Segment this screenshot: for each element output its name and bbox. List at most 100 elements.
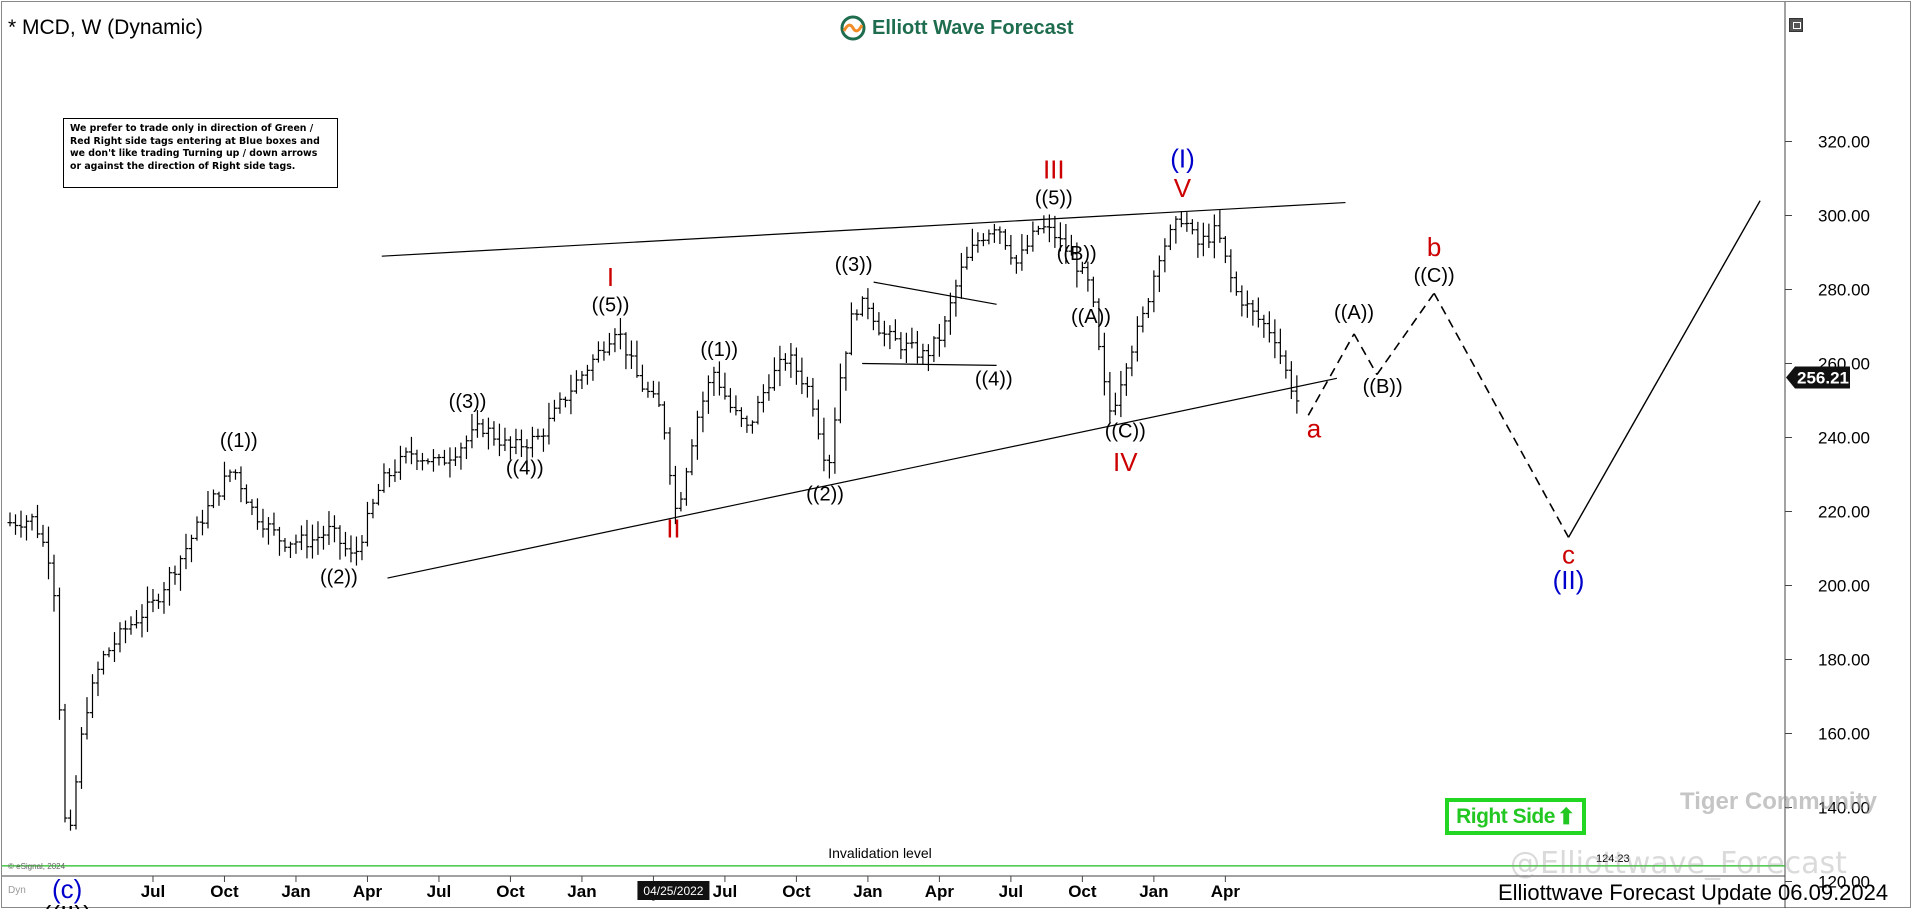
ohlc-bar (661, 401, 667, 440)
ohlc-bar (997, 226, 1003, 244)
ohlc-bar (524, 439, 530, 462)
ohlc-bar (238, 466, 244, 503)
ohlc-bar (56, 587, 62, 720)
ohlc-bar (733, 395, 739, 416)
y-tick-label: 180.00 (1818, 651, 1870, 670)
wave-label: III (1043, 155, 1065, 185)
x-tick-label: Jan (1139, 882, 1168, 901)
ohlc-bar (1019, 234, 1025, 271)
ohlc-bar (1090, 276, 1096, 308)
brand-globe-icon (840, 15, 866, 41)
ohlc-bar (271, 512, 277, 536)
ohlc-bar (1195, 221, 1201, 258)
ohlc-bar (111, 632, 117, 662)
ohlc-bar (337, 525, 343, 560)
esignal-credit: © eSignal, 2024 (8, 862, 66, 871)
ohlc-bar (887, 325, 893, 350)
x-tick-label: Oct (1068, 882, 1097, 901)
ohlc-bar (1107, 371, 1113, 423)
ohlc-bar (1118, 370, 1124, 418)
ohlc-bar (425, 458, 431, 465)
ohlc-bar (562, 396, 568, 408)
twitter-watermark: @Elliottwave_Forecast (1510, 846, 1847, 881)
ohlc-bar (232, 469, 238, 480)
ohlc-bar (722, 372, 728, 400)
ohlc-bar (920, 343, 926, 365)
x-tick-label: Jul (141, 882, 166, 901)
ohlc-bar (216, 491, 222, 506)
ohlc-bar (645, 381, 651, 398)
ohlc-bar (194, 516, 200, 541)
ohlc-bar (557, 392, 563, 414)
ohlc-bar (254, 498, 260, 530)
x-axis-ticks: Jul Oct Jan Apr Jul Oct Jan Apr Jul Oct Jan Apr Jul O… (141, 876, 1240, 901)
ohlc-bar (975, 232, 981, 253)
ohlc-bar (45, 526, 51, 580)
ohlc-bar (139, 604, 145, 638)
ohlc-bar (711, 366, 717, 396)
ohlc-bar (865, 288, 871, 320)
ohlc-bar (447, 447, 453, 478)
last-price-tag (1786, 366, 1850, 389)
ohlc-bar (122, 620, 128, 644)
wave-label: V (1174, 173, 1192, 203)
ohlc-bar (694, 410, 700, 460)
ohlc-bar (1052, 215, 1058, 248)
ohlc-bar (260, 508, 266, 538)
ohlc-bar (414, 449, 420, 471)
x-tick-label: Jan (567, 882, 596, 901)
wave-label: ((C)) (1105, 421, 1146, 443)
ohlc-bar (381, 463, 387, 493)
tiger-watermark: Tiger Community (1680, 788, 1877, 815)
ohlc-bar (942, 315, 948, 348)
ohlc-bar (650, 380, 656, 398)
projection-segment (1376, 292, 1435, 376)
ohlc-bar (540, 428, 546, 452)
ohlc-bar (804, 376, 810, 398)
up-arrow-icon: ⬆ (1556, 803, 1575, 829)
ohlc-bar (1167, 224, 1173, 251)
y-tick-label: 280.00 (1818, 281, 1870, 300)
ohlc-bar (326, 511, 332, 545)
wave-label: c (1562, 539, 1575, 569)
ohlc-bar (89, 674, 95, 719)
trendlines (381, 201, 1346, 579)
ohlc-bar (573, 370, 579, 394)
ohlc-bar (606, 332, 612, 356)
wave-label: a (1307, 414, 1322, 444)
ohlc-bar (7, 512, 13, 527)
ohlc-bar (370, 498, 376, 519)
ohlc-bar (898, 332, 904, 360)
invalidation-line-group: Invalidation level 124.23 (2, 845, 1785, 867)
ohlc-bar (95, 661, 101, 697)
ohlc-bar (1085, 261, 1091, 292)
ohlc-bar (1178, 211, 1184, 228)
y-tick-label: 300.00 (1818, 207, 1870, 226)
y-tick-label: 140.00 (1818, 799, 1870, 818)
ohlc-bar (1063, 224, 1069, 264)
ohlc-bar (832, 407, 838, 474)
ohlc-bar (1013, 254, 1019, 274)
ohlc-bar (298, 525, 304, 551)
y-tick-label: 120.00 (1818, 873, 1870, 892)
wave-label: ((2)) (320, 567, 358, 589)
ohlc-bar (210, 489, 216, 509)
dyn-label: Dyn (8, 885, 26, 896)
ohlc-bar (1200, 222, 1206, 257)
ohlc-bar (821, 417, 827, 472)
ohlc-bar (639, 364, 645, 392)
ohlc-bar (617, 318, 623, 350)
x-tick-label: Jul (713, 882, 738, 901)
ohlc-bar (738, 407, 744, 428)
ohlc-bar (623, 332, 629, 370)
wave-label: b (1427, 232, 1441, 262)
expand-icon[interactable] (1789, 18, 1803, 32)
x-tick-label: Oct (496, 882, 525, 901)
ohlc-bar (1272, 319, 1278, 359)
ohlc-bar (1211, 214, 1217, 259)
ohlc-bar (276, 526, 282, 556)
wave-label: ((A)) (1071, 306, 1111, 328)
ohlc-bar (144, 586, 150, 632)
y-tick-label: 200.00 (1818, 577, 1870, 596)
ohlc-bar (221, 461, 227, 501)
